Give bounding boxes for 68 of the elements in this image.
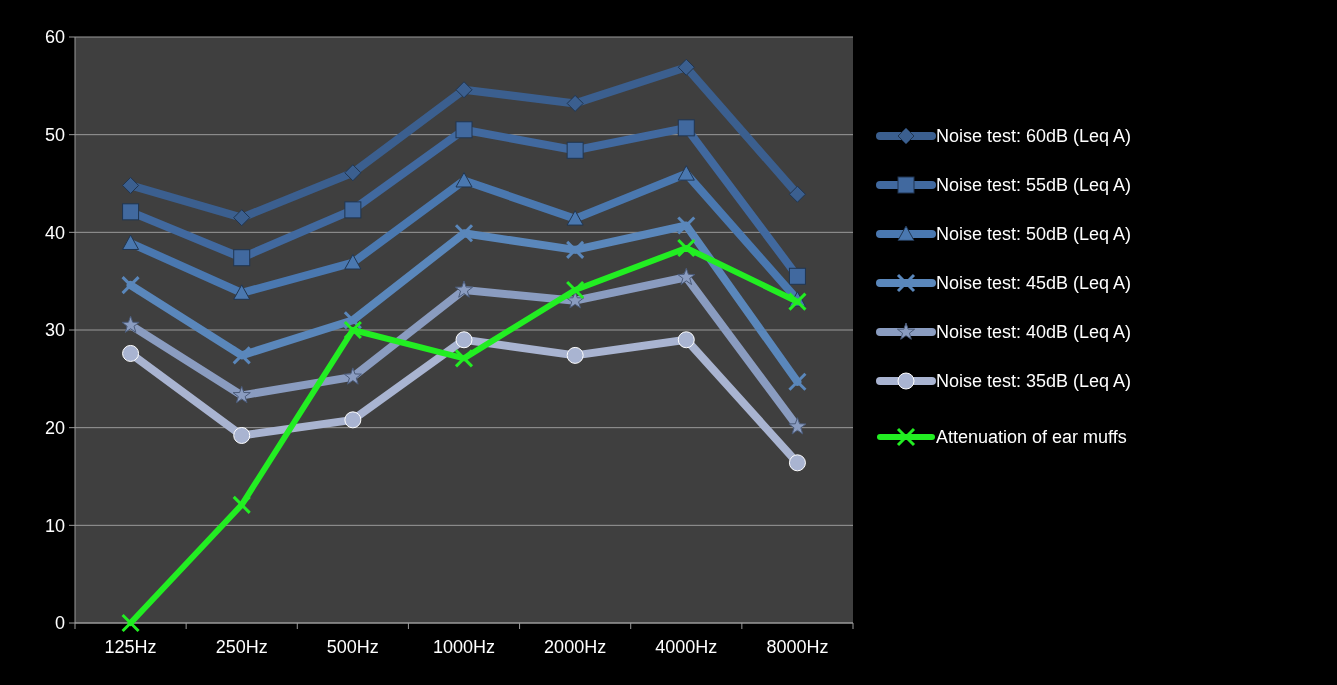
point (677, 165, 695, 181)
point (344, 411, 362, 429)
point (454, 348, 474, 368)
point (787, 372, 807, 392)
x-tick-label: 4000Hz (655, 637, 718, 657)
point (566, 346, 584, 364)
legend-label: Attenuation of ear muffs (936, 427, 1127, 448)
point (566, 291, 585, 309)
point (344, 254, 362, 270)
legend-label: Noise test: 40dB (Leq A) (936, 322, 1132, 343)
point (344, 164, 362, 182)
y-tick-label: 50 (44, 124, 65, 145)
y-tick-label: 0 (54, 613, 65, 634)
point (454, 280, 474, 298)
point (788, 267, 806, 285)
point (788, 454, 806, 472)
point (233, 426, 251, 444)
point (566, 141, 584, 159)
point (454, 223, 474, 243)
x-tick-label: 1000Hz (432, 637, 496, 657)
x-tick-label: 250Hz (215, 637, 268, 657)
y-tick-label: 40 (44, 222, 65, 243)
x-tick-label: 500Hz (326, 637, 379, 657)
point (455, 172, 473, 188)
point (121, 315, 140, 333)
point (233, 209, 251, 227)
point (233, 284, 251, 300)
point (121, 275, 141, 295)
point (788, 417, 807, 435)
x-tick-label: 125Hz (104, 637, 157, 657)
point (787, 292, 807, 312)
legend-label: Noise test: 45dB (Leq A) (936, 273, 1132, 294)
y-tick-label: 20 (44, 417, 65, 438)
x-tick-label: 2000Hz (544, 637, 607, 657)
point (455, 81, 473, 99)
point (676, 216, 696, 235)
y-tick-label: 60 (44, 27, 65, 48)
point (788, 185, 806, 203)
legend-label: Noise test: 55dB (Leq A) (936, 175, 1132, 196)
y-tick-label: 30 (44, 320, 65, 341)
point (122, 203, 140, 221)
point (455, 331, 473, 349)
point (343, 320, 363, 340)
legend-label: Noise test: 60dB (Leq A) (936, 126, 1132, 147)
point (676, 238, 696, 258)
point (566, 210, 584, 226)
x-tick-label: 8000Hz (766, 637, 829, 657)
point (677, 267, 696, 286)
legend-label: Noise test: 50dB (Leq A) (936, 224, 1132, 245)
point (677, 58, 695, 76)
point (565, 280, 585, 300)
point (565, 240, 585, 260)
point (233, 249, 251, 267)
point (232, 495, 252, 515)
point (677, 331, 695, 349)
point (232, 345, 252, 365)
point (122, 234, 140, 250)
point (566, 94, 584, 112)
y-tick-label: 10 (44, 515, 65, 536)
point (455, 121, 473, 139)
legend-label: Noise test: 35dB (Leq A) (936, 371, 1132, 392)
point (122, 344, 140, 362)
point (343, 367, 362, 385)
point (344, 201, 362, 219)
point (122, 176, 140, 194)
point (232, 385, 251, 404)
point (121, 613, 141, 633)
point (677, 119, 695, 137)
